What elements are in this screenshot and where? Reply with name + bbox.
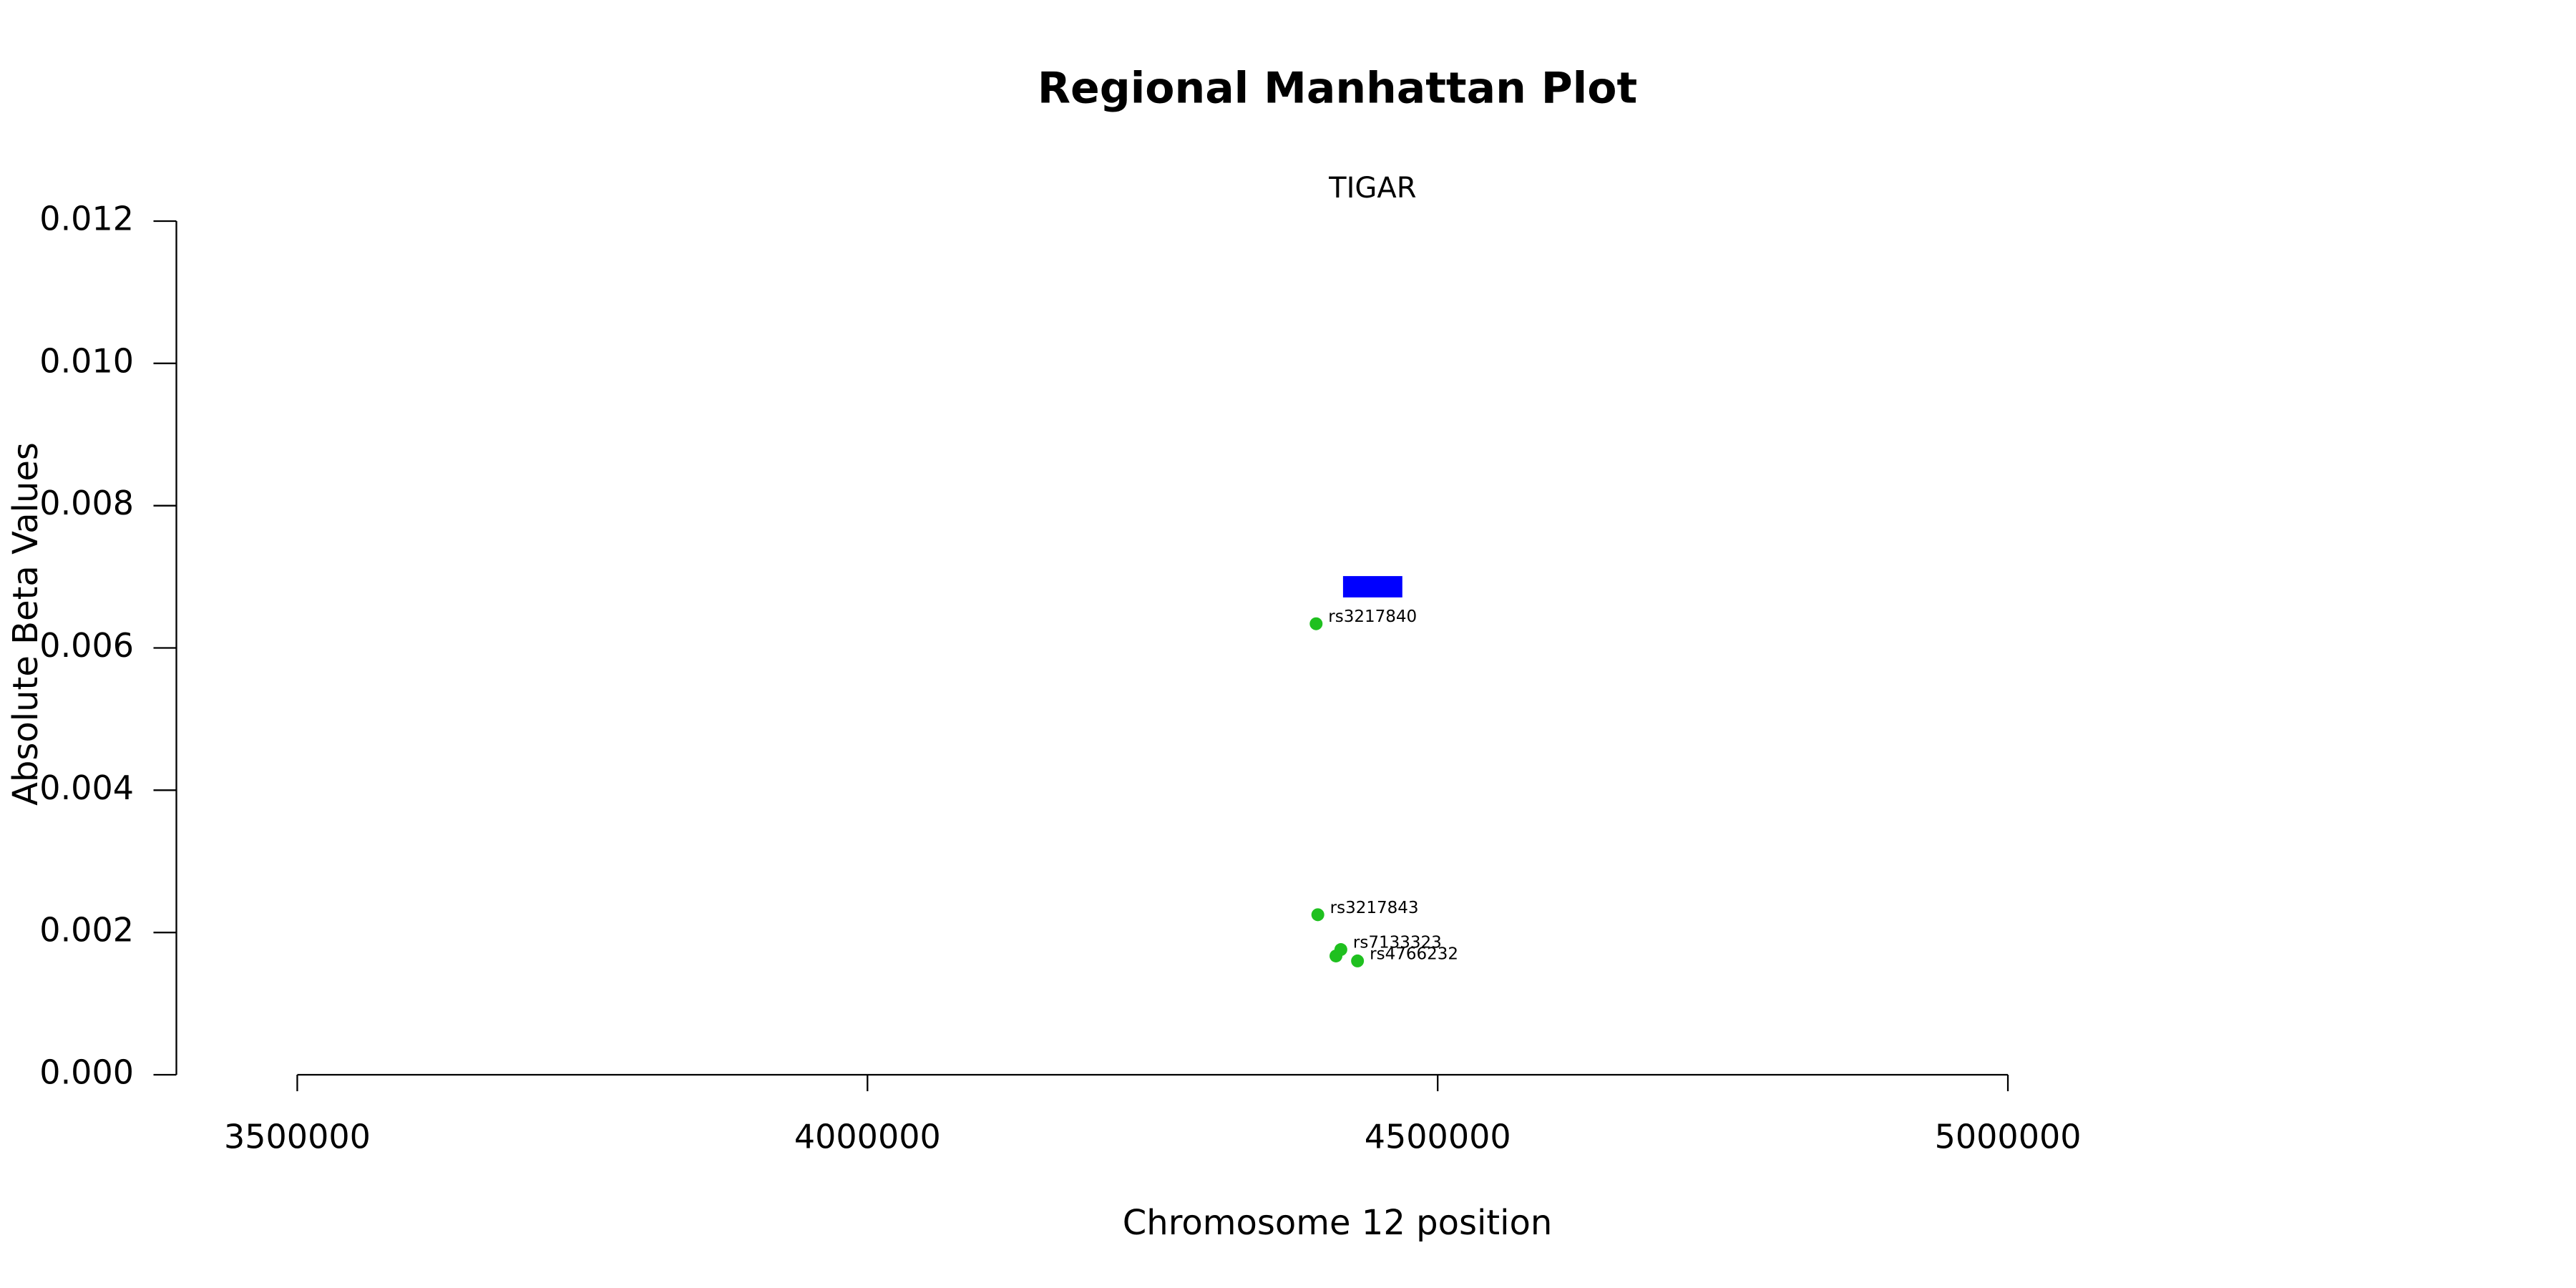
y-tick-label: 0.008 [39,484,134,522]
y-tick-label: 0.000 [39,1053,134,1092]
chart-title: Regional Manhattan Plot [1038,64,1637,114]
snp-point [1309,617,1323,630]
snp-point [1311,908,1324,922]
snp-label: rs4766232 [1370,945,1458,963]
y-tick-label: 0.002 [39,911,134,950]
x-tick-label: 3500000 [224,1118,371,1156]
gene-label: TIGAR [1328,172,1416,205]
y-tick-label: 0.010 [39,341,134,380]
snp-label: rs3217843 [1330,899,1419,917]
y-tick-label: 0.006 [39,626,134,665]
x-tick-label: 5000000 [1935,1118,2082,1156]
x-axis-label: Chromosome 12 position [1123,1203,1553,1243]
y-tick-label: 0.012 [39,200,134,238]
snp-label: rs7133323 [1353,934,1442,952]
y-axis-label: Absolute Beta Values [6,442,46,806]
snp-point [1351,954,1365,967]
x-tick-label: 4000000 [794,1118,941,1156]
snp-label: rs3217840 [1328,608,1417,626]
snp-point [1334,943,1347,957]
y-tick-label: 0.004 [39,769,134,807]
gene-box [1342,576,1402,597]
x-tick-label: 4500000 [1365,1118,1511,1156]
